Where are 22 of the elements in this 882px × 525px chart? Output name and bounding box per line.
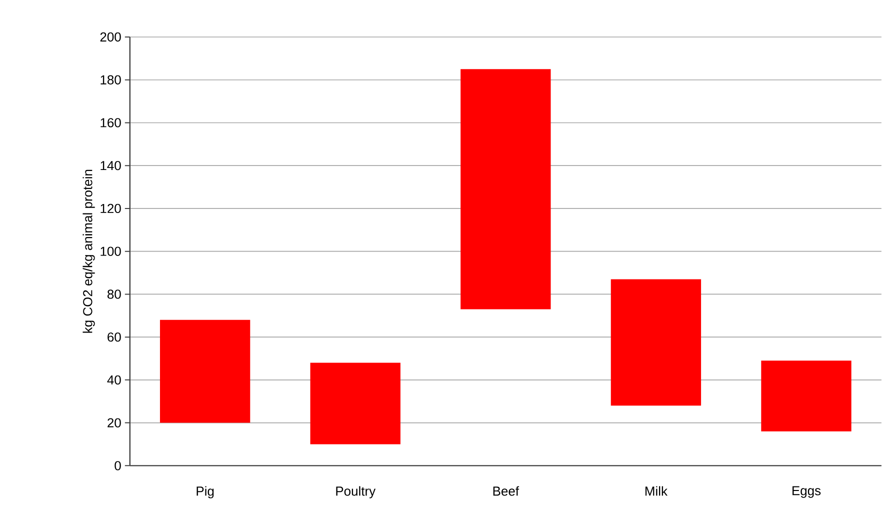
x-tick-label: Beef	[493, 486, 520, 496]
x-tick-label: Pig	[196, 486, 214, 498]
y-tick-label: 40	[107, 376, 121, 385]
x-tick-label: Eggs	[792, 486, 821, 498]
y-tick-label: 80	[108, 290, 121, 299]
y-tick-label: 120	[100, 204, 121, 214]
y-axis-title: kg CO2 eq/kg animal protein	[82, 170, 95, 333]
y-tick-label: 20	[108, 418, 121, 428]
bar	[460, 69, 551, 310]
y-tick-label: 200	[100, 32, 121, 42]
x-tick-label: Milk	[645, 486, 668, 496]
bar	[761, 360, 852, 432]
y-tick-label: 60	[108, 332, 121, 342]
y-tick-label: 160	[100, 118, 121, 128]
bar	[310, 362, 400, 444]
y-tick-label: 180	[100, 75, 121, 85]
y-tick-label: 100	[100, 246, 121, 256]
y-tick-label: 140	[100, 161, 121, 170]
y-tick-label: 0	[114, 461, 121, 470]
bar	[160, 320, 250, 423]
x-tick-label: Poultry	[336, 486, 376, 498]
bar	[610, 279, 702, 406]
